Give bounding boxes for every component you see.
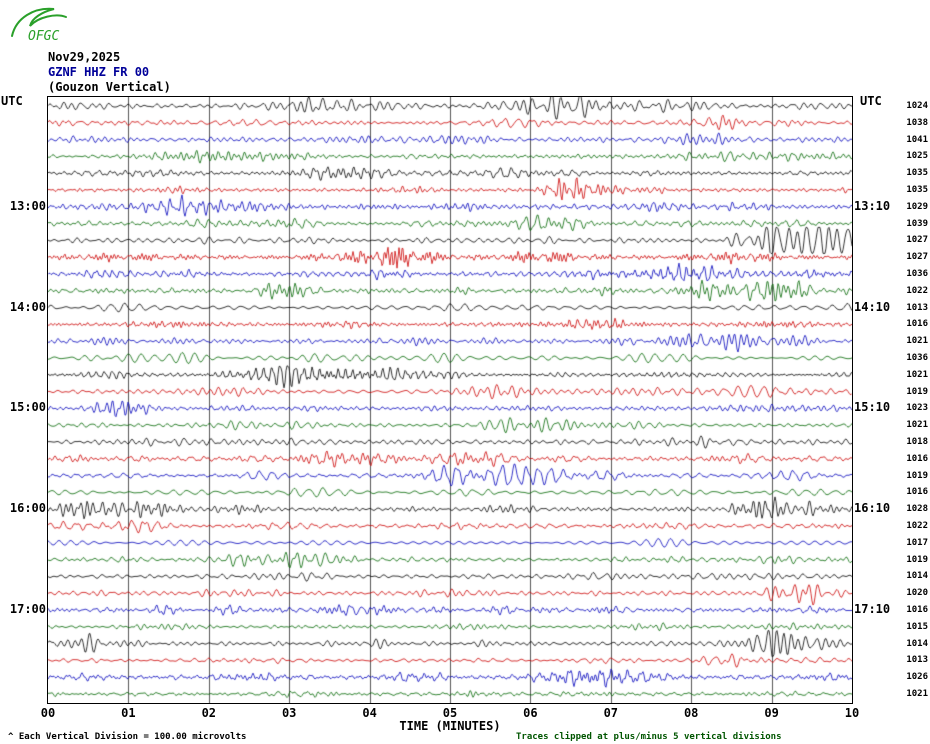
trace-peak-value: 1016: [906, 319, 928, 330]
trace-peak-value: 1022: [906, 285, 928, 296]
trace-peak-value: 1021: [906, 369, 928, 380]
hour-label-right: 16:10: [854, 501, 891, 516]
trace-peak-value: 1036: [906, 269, 928, 279]
trace-peak-value: 1013: [906, 655, 928, 666]
trace-peak-value: 1029: [906, 201, 928, 212]
logo-text: OFGC: [28, 29, 59, 44]
x-tick-label: 10: [844, 706, 860, 720]
hour-label-left: 17:00: [9, 602, 46, 616]
logo-swoosh-icon: OFGC: [11, 7, 67, 44]
trace-peak-value: 1021: [906, 420, 928, 431]
header-location: (Gouzon Vertical): [48, 80, 171, 94]
trace-peak-value: 1027: [906, 252, 928, 263]
trace-peak-value: 1014: [906, 571, 928, 582]
trace-peak-value: 1019: [906, 554, 928, 565]
trace-peak-value: 1027: [906, 235, 928, 246]
trace-peak-value: 1024: [906, 101, 928, 111]
trace-peak-value: 1038: [906, 117, 928, 128]
trace-peak-value: 1039: [906, 218, 928, 229]
trace-peak-value: 1021: [906, 336, 928, 347]
footer-scale-text: Each Vertical Division = 100.00 microvol…: [18, 732, 247, 742]
x-tick-label: 00: [40, 706, 56, 720]
trace-peak-value: 1019: [906, 470, 928, 481]
x-tick-label: 02: [201, 706, 217, 720]
trace-peak-value: 1013: [906, 302, 928, 313]
hour-label-left: 14:00: [9, 299, 46, 314]
x-tick-label: 06: [523, 706, 538, 720]
x-tick-label: 03: [281, 706, 297, 720]
hour-label-left: 13:00: [9, 198, 46, 213]
trace-peak-value: 1035: [906, 168, 928, 179]
trace-peak-value: 1016: [906, 487, 928, 498]
header-station: GZNF HHZ FR 00: [48, 65, 150, 79]
trace-peak-value: 1023: [906, 403, 928, 414]
hour-label-right: 14:10: [854, 299, 891, 314]
trace-peak-value: 1035: [906, 185, 928, 195]
trace-peak-value: 1028: [906, 504, 928, 515]
x-tick-label: 04: [362, 706, 377, 720]
trace-peak-value: 1026: [906, 672, 928, 683]
trace-peak-value: 1017: [906, 537, 928, 548]
trace-peak-value: 1025: [906, 151, 928, 162]
hour-label-right: 13:10: [854, 198, 891, 213]
plot-header: Nov29,2025 GZNF HHZ FR 00 (Gouzon Vertic…: [48, 50, 171, 95]
trace-peak-value: 1020: [906, 588, 928, 599]
x-tick-label: 08: [683, 706, 699, 720]
hour-label-left: 15:00: [9, 400, 46, 415]
trace-peak-value: 1015: [906, 621, 928, 632]
trace-peak-value: 1041: [906, 134, 928, 145]
trace-peak-value: 1016: [906, 453, 928, 464]
x-tick-label: 05: [442, 706, 458, 720]
hour-label-right: 17:10: [854, 602, 891, 616]
x-tick-label: 09: [764, 706, 779, 720]
trace-peak-value: 1019: [906, 386, 928, 397]
footer-clip-note: Traces clipped at plus/minus 5 vertical …: [516, 732, 782, 742]
trace-peak-value: 1021: [906, 689, 928, 699]
seismogram-canvas: [48, 97, 852, 703]
hour-label-left: 16:00: [9, 501, 46, 516]
right-axis-title: UTC: [860, 94, 882, 108]
seismogram-plot: [47, 96, 853, 704]
trace-peak-value: 1022: [906, 521, 928, 531]
trace-peak-value: 1018: [906, 437, 928, 447]
header-date: Nov29,2025: [48, 50, 121, 64]
trace-peak-value: 1016: [906, 605, 928, 615]
trace-peak-value: 1014: [906, 638, 928, 649]
x-tick-label: 01: [121, 706, 136, 720]
x-tick-label: 07: [603, 706, 619, 720]
hour-label-right: 15:10: [854, 400, 891, 415]
x-axis-title: TIME (MINUTES): [399, 719, 501, 733]
left-axis-title: UTC: [1, 94, 23, 108]
trace-peak-value: 1036: [906, 353, 928, 363]
footer-marker: ^: [8, 732, 14, 742]
footer-scale-note: ^ Each Vertical Division = 100.00 microv…: [8, 732, 246, 742]
ofgc-logo: OFGC: [6, 2, 98, 52]
